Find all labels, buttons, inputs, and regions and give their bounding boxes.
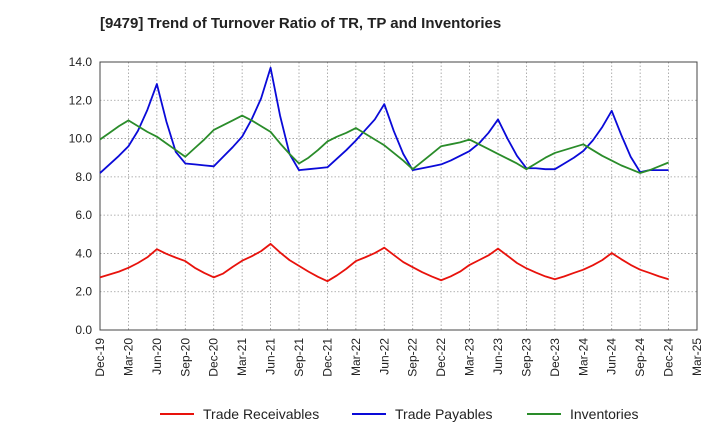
x-tick-label: Jun-20 bbox=[150, 338, 164, 375]
x-tick-label: Dec-22 bbox=[434, 338, 448, 377]
x-tick-label: Jun-23 bbox=[491, 338, 505, 375]
y-tick-label: 12.0 bbox=[69, 93, 93, 107]
x-tick-label: Dec-24 bbox=[662, 338, 676, 377]
x-tick-label: Dec-21 bbox=[320, 338, 334, 377]
x-tick-label: Mar-21 bbox=[235, 338, 249, 376]
series-layer bbox=[99, 66, 669, 283]
y-tick-label: 14.0 bbox=[69, 55, 93, 69]
x-tick-label: Jun-24 bbox=[605, 338, 619, 375]
x-tick-label: Dec-19 bbox=[93, 338, 107, 377]
legend-label: Inventories bbox=[570, 406, 638, 422]
series-line-trade-payables bbox=[99, 66, 669, 174]
y-tick-label: 10.0 bbox=[69, 132, 93, 146]
x-tick-label: Sep-23 bbox=[519, 338, 533, 377]
plot-frame bbox=[99, 61, 698, 331]
x-tick-label: Jun-21 bbox=[264, 338, 278, 375]
x-tick-label: Sep-24 bbox=[633, 338, 647, 377]
x-tick-label: Dec-23 bbox=[548, 338, 562, 377]
x-tick-label: Jun-22 bbox=[377, 338, 391, 375]
legend-label: Trade Receivables bbox=[203, 406, 319, 422]
series-line-trade-receivables bbox=[99, 242, 669, 283]
series-line-inventories bbox=[99, 114, 669, 174]
x-tick-label: Mar-25 bbox=[690, 338, 704, 376]
x-tick-label: Mar-20 bbox=[121, 338, 135, 376]
x-tick-label: Mar-24 bbox=[576, 338, 590, 376]
x-tick-label: Dec-20 bbox=[207, 338, 221, 377]
y-tick-label: 6.0 bbox=[75, 208, 92, 222]
legend-label: Trade Payables bbox=[395, 406, 493, 422]
y-tick-label: 8.0 bbox=[75, 170, 92, 184]
x-tick-label: Sep-22 bbox=[406, 338, 420, 377]
x-tick-label: Sep-20 bbox=[178, 338, 192, 377]
x-tick-label: Sep-21 bbox=[292, 338, 306, 377]
chart-title: [9479] Trend of Turnover Ratio of TR, TP… bbox=[100, 15, 502, 32]
legend: Trade Receivables Trade Payables Inventori… bbox=[160, 406, 638, 422]
grid-layer bbox=[99, 61, 698, 331]
y-tick-label: 2.0 bbox=[75, 285, 92, 299]
axis-labels: 0.0 2.0 4.0 6.0 8.0 10.0 12.0 14.0 Dec-19 Mar-20 J… bbox=[69, 55, 704, 377]
y-tick-label: 4.0 bbox=[75, 246, 92, 260]
x-tick-label: Mar-22 bbox=[349, 338, 363, 376]
y-tick-label: 0.0 bbox=[75, 323, 92, 337]
x-tick-label: Mar-23 bbox=[463, 338, 477, 376]
